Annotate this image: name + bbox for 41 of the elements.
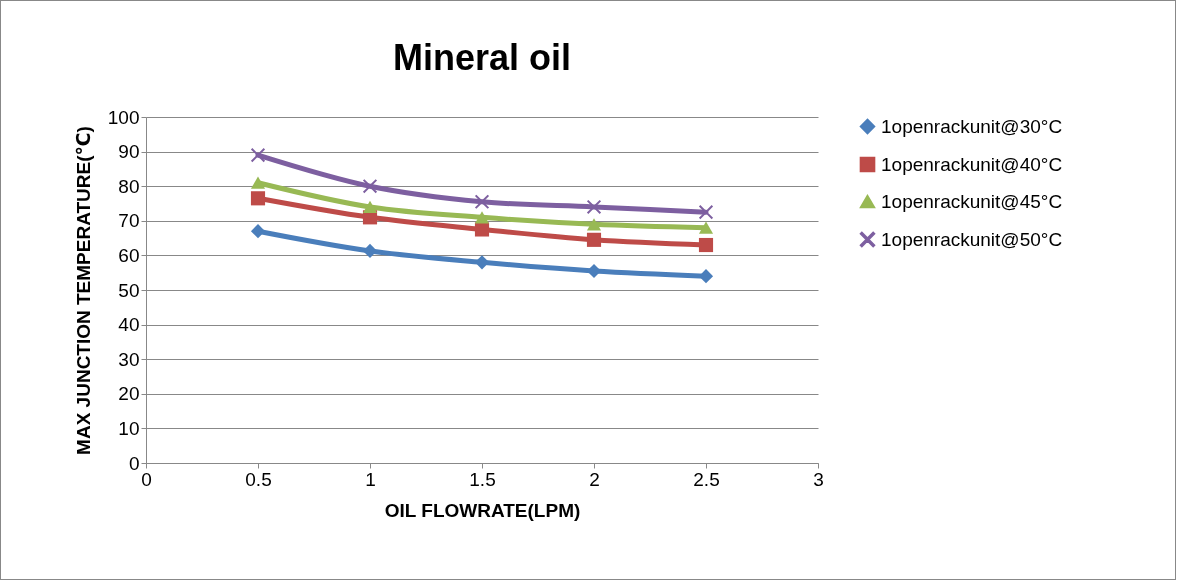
chart-title: Mineral oil — [392, 37, 572, 78]
x-tick-label: 0.5 — [245, 468, 272, 490]
y-tick-label: 90 — [118, 141, 140, 163]
point — [474, 194, 490, 209]
point — [362, 179, 378, 194]
x-axis-title: OIL FLOWRATE(LPM) — [384, 499, 581, 521]
y-tick-label: 20 — [118, 383, 140, 405]
point — [474, 255, 490, 270]
legend-label: 1openrackunit@50°C — [881, 228, 1063, 250]
point — [698, 221, 714, 234]
x-tick-label: 1 — [365, 468, 376, 490]
y-tick-label: 50 — [118, 279, 140, 301]
y-tick-label: 30 — [118, 348, 140, 370]
point — [698, 205, 714, 220]
point — [362, 243, 378, 258]
legend-label: 1openrackunit@45°C — [881, 190, 1063, 212]
point — [250, 176, 266, 189]
y-tick-label: 40 — [118, 314, 140, 336]
point — [362, 200, 378, 214]
y-axis-title: MAX JUNCTION TEMPERATURE(℃) — [72, 126, 94, 455]
y-tick-label: 10 — [118, 417, 140, 439]
point — [250, 191, 266, 206]
legend-label: 1openrackunit@30°C — [881, 115, 1063, 137]
x-tick-label: 2 — [589, 468, 600, 490]
point — [474, 222, 490, 237]
legend-label: 1openrackunit@40°C — [881, 153, 1063, 175]
point — [250, 147, 266, 163]
x-tick-label: 2.5 — [693, 468, 720, 490]
y-tick-label: 80 — [118, 175, 140, 197]
point — [586, 199, 602, 215]
point — [586, 218, 602, 231]
x-tick-label: 1.5 — [469, 468, 496, 490]
point — [474, 211, 490, 224]
x-tick-label: 3 — [813, 468, 824, 490]
y-tick-label: 60 — [118, 244, 140, 266]
y-tick-label: 70 — [118, 210, 140, 232]
point — [586, 232, 602, 247]
y-tick-label: 0 — [128, 452, 140, 474]
point — [698, 237, 714, 253]
y-tick-label: 100 — [107, 106, 140, 128]
point — [250, 224, 266, 239]
